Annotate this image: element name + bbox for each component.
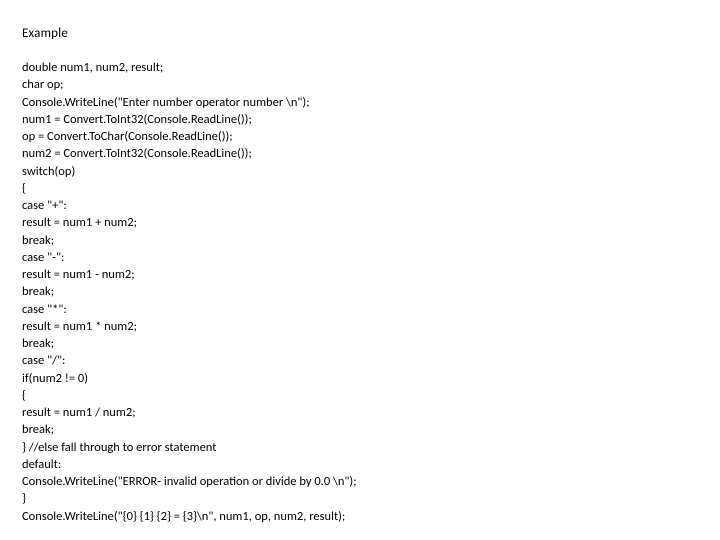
page-title: Example (22, 26, 698, 41)
code-block: double num1, num2, result; char op; Cons… (22, 59, 698, 525)
document-page: Example double num1, num2, result; char … (0, 0, 720, 540)
